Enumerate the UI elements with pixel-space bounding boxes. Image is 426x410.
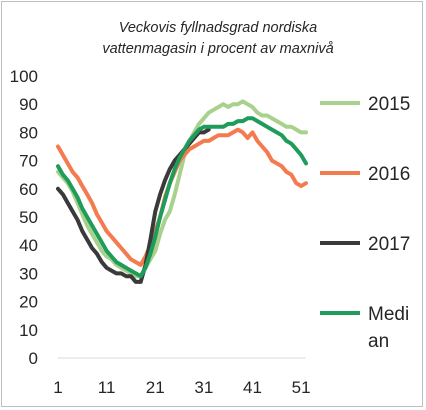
y-tick-label: 30 bbox=[19, 264, 38, 283]
x-tick-label: 21 bbox=[146, 378, 165, 397]
series-line-2016 bbox=[56, 127, 308, 267]
legend-label-2016: 2016 bbox=[368, 164, 410, 185]
y-tick-label: 10 bbox=[19, 321, 38, 340]
chart-title-line-1: Veckovis fyllnadsgrad nordiska bbox=[119, 20, 318, 36]
y-axis-tick-labels: 0 10 20 30 40 50 60 70 80 90 100 bbox=[10, 67, 38, 368]
x-tick-label: 11 bbox=[98, 378, 116, 397]
legend: 2015 2016 2017 Medi an bbox=[320, 94, 410, 352]
chart-title-line-2: vattenmagasin i procent av maxnivå bbox=[102, 41, 333, 57]
y-tick-label: 80 bbox=[19, 123, 38, 142]
y-tick-label: 0 bbox=[29, 349, 38, 368]
x-tick-label: 1 bbox=[53, 378, 62, 397]
x-axis-tick-labels: 1 11 21 31 41 51 bbox=[53, 378, 310, 397]
y-tick-label: 40 bbox=[19, 236, 38, 255]
legend-label-median: an bbox=[368, 331, 389, 352]
legend-label-2017: 2017 bbox=[368, 234, 410, 255]
legend-label-median: Medi bbox=[368, 304, 409, 325]
x-tick-label: 41 bbox=[243, 378, 262, 397]
legend-label-2015: 2015 bbox=[368, 94, 410, 115]
series-line-2015 bbox=[56, 99, 308, 279]
x-tick-label: 31 bbox=[194, 378, 213, 397]
x-tick-label: 51 bbox=[292, 378, 311, 397]
y-tick-label: 60 bbox=[19, 180, 38, 199]
series-line-median bbox=[56, 116, 308, 279]
data-series bbox=[56, 99, 308, 284]
y-tick-label: 70 bbox=[19, 152, 38, 171]
y-tick-label: 90 bbox=[19, 95, 38, 114]
chart-title: Veckovis fyllnadsgrad nordiska vattenmag… bbox=[102, 20, 333, 57]
y-tick-label: 100 bbox=[10, 67, 38, 86]
y-tick-label: 20 bbox=[19, 293, 38, 312]
y-tick-label: 50 bbox=[19, 208, 38, 227]
